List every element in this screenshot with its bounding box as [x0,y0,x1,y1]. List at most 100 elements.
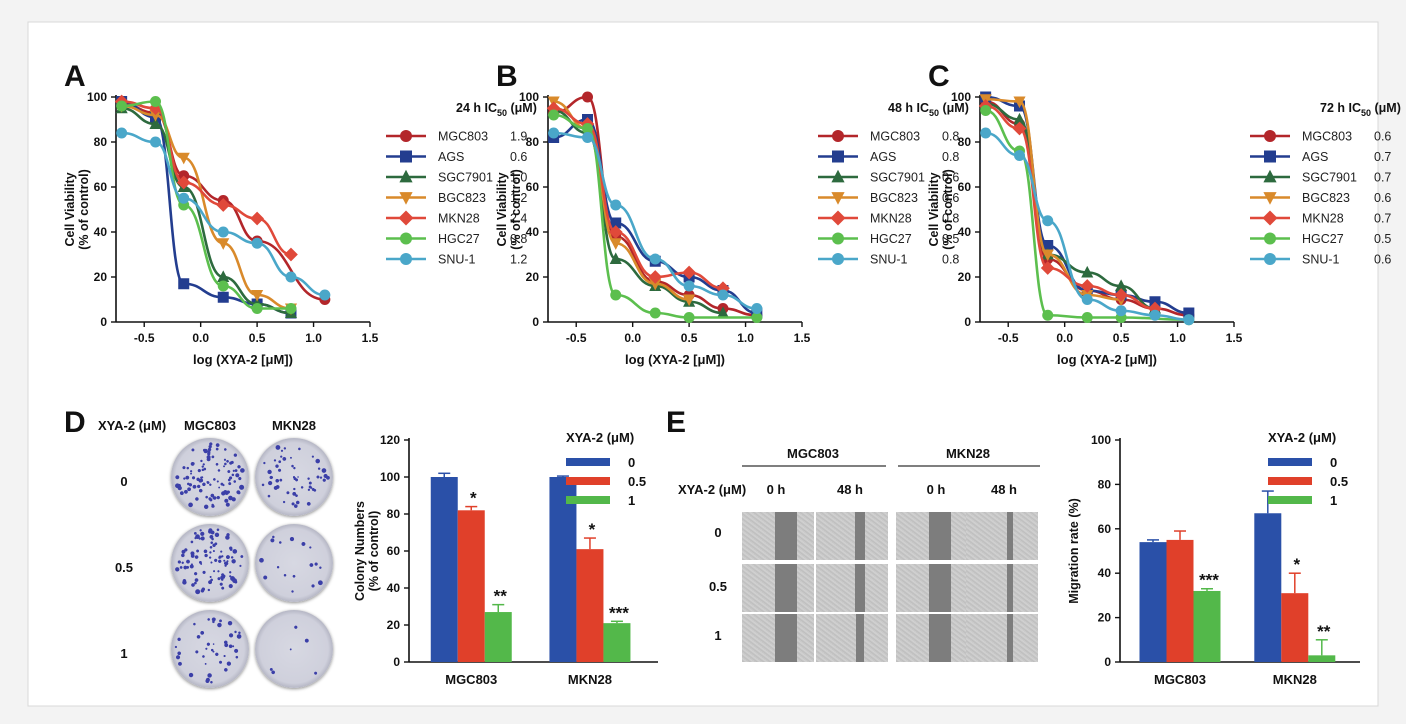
y-tick-label-0: 0 [532,315,539,329]
point-bgc823 [649,278,662,291]
x-tick-label-0-0: 0.0 [192,331,209,345]
y-tick-label-120: 120 [380,433,400,447]
legend-label-sgc7901: SGC7901 [870,171,925,185]
y-tick-label-80: 80 [526,135,540,149]
point-snu-1 [683,280,695,292]
legend-swatch-0-5 [1268,477,1312,485]
y-tick-label-80: 80 [958,135,972,149]
point-mkn28 [250,211,264,226]
y-tick-label-100: 100 [951,90,971,104]
bar-mkn28-0 [549,477,577,662]
point-sgc7901 [1081,265,1094,278]
point-snu-1 [610,199,622,211]
y-tick-label-40: 40 [1098,566,1112,580]
point-mkn28 [648,270,663,284]
legend-swatch-0 [566,458,610,466]
wound-image-0-0 [742,512,814,560]
legend-ic50-sgc7901: 1.0 [510,171,527,185]
point-snu-1 [217,226,229,238]
legend-marker-mkn28 [830,210,846,226]
dose-response-chart-24h: 0 20 40 60 80 100 -0.5 0.0 0.5 1.0 1.5 log (XYA-2 [… [63,90,537,367]
legend-ic50-mgc803: 0.6 [1374,130,1391,144]
point-sgc7901 [149,117,162,129]
point-snu-1 [150,136,162,148]
wound-gap [854,564,866,612]
colony-column-mgc803: MGC803 [184,418,236,433]
legend-ic50-ags: 0.6 [510,150,527,164]
legend-title: XYA-2 (μM) [1268,430,1336,445]
legend-label-mgc803: MGC803 [438,130,488,144]
significance-mkn28-0-5: * [589,520,596,539]
panel-letter-a: A [64,60,86,93]
legend-label-bgc823: BGC823 [438,191,486,205]
legend-ic50-hgc27: 0.5 [942,232,959,246]
colony-plate-mgc803-0-5 [171,524,249,602]
bar-mgc803-1 [484,612,512,662]
point-bgc823 [251,290,264,302]
legend-label-mkn28: MKN28 [870,212,912,226]
legend-marker-snu-1 [832,253,844,265]
point-hgc27 [150,96,162,107]
legend-label-0-5: 0.5 [628,474,646,489]
legend-ic50-snu-1: 0.8 [942,253,959,267]
y-axis-label: Cell Viability(% of control) [927,169,955,250]
significance-mkn28-1: ** [1317,622,1331,641]
point-snu-1 [251,237,263,249]
legend-label-hgc27: HGC27 [438,232,480,246]
point-snu-1 [548,127,560,139]
point-mkn28 [216,198,231,212]
y-tick-label-100: 100 [1091,433,1111,447]
point-hgc27 [751,312,763,323]
bar-mkn28-1 [603,623,631,662]
y-tick-label-100: 100 [380,470,400,484]
point-sgc7901 [1115,279,1128,291]
wound-gap [1007,512,1013,560]
point-ags [610,217,622,229]
legend-ic50-hgc27: 0.8 [510,232,527,246]
y-tick-label-60: 60 [526,180,540,194]
point-mkn28 [284,247,298,262]
x-tick-label-1-0: 1.0 [1169,331,1186,345]
dose-response-chart-72h: 0 20 40 60 80 100 -0.5 0.0 0.5 1.0 1.5 log (XYA-2 [… [927,90,1401,367]
legend-header: 72 h IC50 (μM) [1320,101,1401,118]
legend-swatch-1 [566,496,610,504]
x-tick-label-1-0: 1.0 [737,331,754,345]
legend-marker-ags [1264,150,1276,163]
colony-formation-images: XYA-2 (μM) MGC803 MKN28 0 0.5 1 [98,418,316,661]
x-tick-label-0-5: 0.5 [681,331,698,345]
bar-mgc803-0-5 [457,510,485,662]
point-mkn28 [1080,279,1095,293]
point-snu-1 [1042,215,1054,227]
bar-mgc803-0 [1139,542,1167,662]
point-hgc27 [548,109,560,121]
wound-image-1-0 [742,564,814,612]
legend-label-1: 1 [1330,493,1337,508]
legend-marker-sgc7901 [831,169,845,183]
point-bgc823 [217,238,230,250]
point-snu-1 [1115,305,1127,317]
colony-row-label-1: 1 [120,646,127,661]
migration-row-label-05: 0.5 [709,579,727,594]
wound-gap [1006,564,1014,612]
legend-ic50-sgc7901: 0.6 [942,171,959,185]
y-tick-label-80: 80 [387,507,401,521]
legend-label-hgc27: HGC27 [870,232,912,246]
y-axis-label: Colony Numbers(% of control) [353,501,381,601]
colony-row-label-0: 0 [120,474,127,489]
curve-bgc823 [985,97,1122,301]
legend-label-bgc823: BGC823 [870,191,918,205]
legend-marker-bgc823 [399,192,413,205]
y-tick-label-20: 20 [1098,611,1112,625]
legend-ic50-bgc823: 0.6 [1374,191,1391,205]
bar-mgc803-0-5 [1166,539,1194,662]
point-mgc803 [582,91,594,103]
y-axis-label: Cell Viability(% of control) [495,169,523,250]
point-mkn28 [608,225,623,239]
bar-mgc803-0 [430,477,458,662]
legend-header: 48 h IC50 (μM) [888,101,969,118]
bar-mkn28-0 [1254,513,1282,662]
wound-gap [775,614,797,662]
wound-image-0-3 [966,512,1038,560]
point-snu-1 [1149,309,1161,321]
